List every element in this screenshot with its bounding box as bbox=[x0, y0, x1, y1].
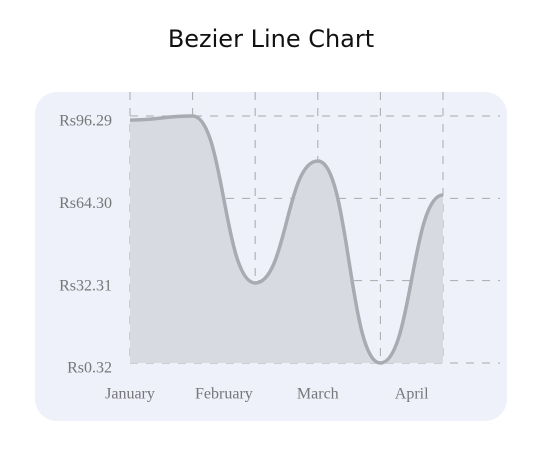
x-tick-label: February bbox=[195, 386, 253, 403]
line bbox=[129, 114, 444, 365]
x-tick-label: January bbox=[105, 386, 155, 403]
y-tick-label: Rs32.31 bbox=[59, 277, 112, 294]
y-tick-label: Rs0.32 bbox=[67, 360, 112, 377]
y-tick-label: Rs96.29 bbox=[59, 113, 112, 130]
chart-title: Bezier Line Chart bbox=[168, 25, 374, 53]
x-tick-label: April bbox=[395, 386, 429, 403]
area bbox=[130, 116, 443, 363]
y-tick-label: Rs64.30 bbox=[59, 195, 112, 212]
x-tick-label: March bbox=[297, 386, 339, 403]
